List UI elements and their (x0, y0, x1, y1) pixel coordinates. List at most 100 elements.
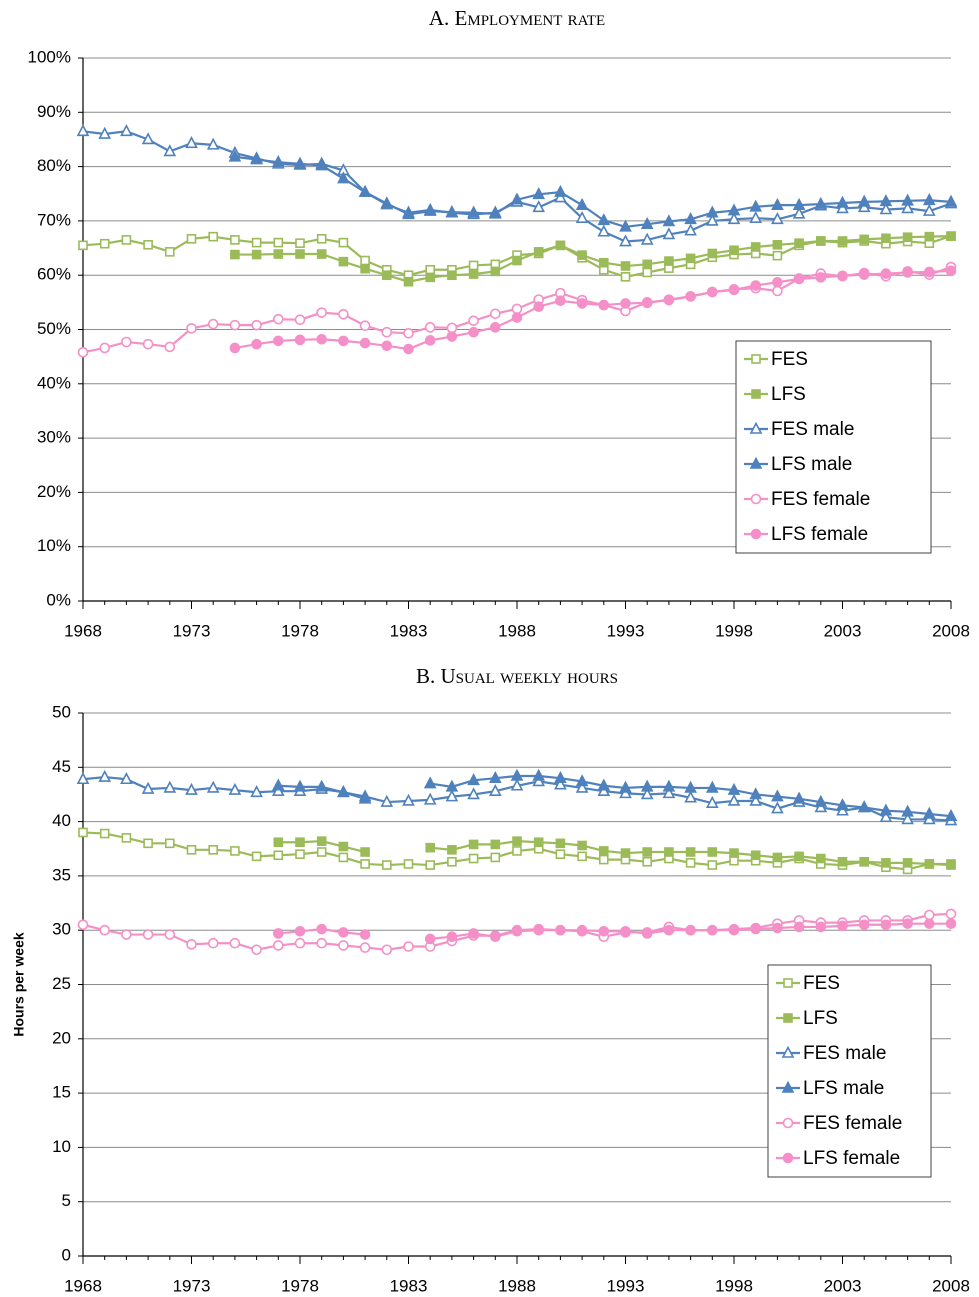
data-point (251, 319, 262, 331)
data-point (772, 276, 783, 288)
data-point (186, 234, 197, 244)
data-point (425, 264, 436, 275)
data-point (576, 298, 588, 309)
data-point (512, 836, 522, 846)
data-point (316, 836, 327, 846)
data-point (902, 858, 913, 868)
legend-label: FES female (771, 489, 870, 510)
data-point (251, 851, 262, 862)
data-point (727, 793, 741, 806)
data-point (99, 342, 110, 354)
data-point (446, 322, 458, 334)
data-point (120, 772, 133, 785)
y-tick-label: 25 (52, 974, 71, 993)
data-point (902, 232, 913, 242)
data-point (338, 256, 349, 267)
data-point (533, 301, 545, 312)
data-point (640, 216, 654, 229)
data-point (338, 237, 349, 248)
data-point (403, 859, 414, 869)
data-point (771, 197, 784, 210)
data-point (749, 787, 763, 800)
data-point (229, 319, 241, 331)
data-point (295, 849, 305, 859)
data-point (727, 782, 741, 795)
data-point (664, 256, 674, 266)
legend-marker (782, 1152, 794, 1164)
data-point (77, 919, 89, 931)
data-point (923, 918, 935, 929)
data-point (98, 769, 112, 782)
data-point (489, 322, 501, 333)
data-point (772, 285, 783, 297)
legend: FES LFS FES male LFS male FES female LFS fema… (767, 964, 932, 1178)
data-point (358, 791, 372, 804)
x-tick-label: 2008 (932, 621, 970, 640)
x-tick-label: 1983 (390, 1276, 428, 1295)
data-point (316, 307, 328, 318)
data-point (468, 839, 479, 850)
data-point (924, 859, 935, 869)
x-tick-label: 1983 (390, 621, 428, 640)
legend-label: FES (803, 973, 840, 994)
data-point (641, 928, 653, 939)
data-point (555, 849, 566, 859)
y-tick-label: 50% (37, 319, 71, 338)
data-point (467, 787, 480, 800)
data-point (707, 248, 718, 259)
data-point (403, 941, 414, 952)
data-point (772, 250, 783, 261)
data-point (511, 303, 523, 315)
data-point (901, 812, 914, 825)
data-point (337, 171, 350, 184)
data-point (272, 335, 284, 347)
data-point (555, 240, 566, 251)
data-point (271, 155, 285, 168)
data-point (576, 924, 588, 936)
data-point (185, 136, 198, 149)
data-point (944, 808, 958, 821)
data-point (945, 918, 957, 929)
data-point (555, 924, 566, 936)
data-point (206, 780, 220, 793)
data-point (424, 335, 436, 346)
legend-box (735, 340, 932, 554)
data-point (381, 944, 393, 956)
data-point (510, 192, 524, 205)
data-point (859, 234, 870, 245)
data-point (165, 247, 175, 257)
data-point (360, 263, 370, 274)
data-point (447, 856, 457, 867)
data-point (642, 259, 653, 270)
data-point (533, 924, 545, 936)
data-point (922, 203, 936, 216)
data-point (815, 236, 826, 246)
data-point (488, 770, 502, 783)
data-point (837, 856, 848, 867)
data-point (706, 286, 718, 298)
data-point (640, 779, 654, 792)
data-point (532, 187, 546, 200)
data-point (662, 786, 676, 799)
data-point (468, 315, 479, 327)
data-point (251, 249, 262, 260)
data-point (273, 249, 284, 259)
data-point (403, 276, 414, 287)
data-point (792, 197, 806, 210)
data-point (705, 213, 719, 226)
data-point (467, 205, 480, 218)
data-point (705, 780, 719, 793)
y-tick-label: 90% (37, 102, 71, 121)
y-tick-label: 70% (37, 210, 71, 229)
data-point (794, 851, 804, 862)
data-point (772, 239, 783, 250)
legend-label: FES female (803, 1113, 902, 1134)
data-point (446, 931, 458, 943)
data-point (794, 238, 804, 248)
data-point (121, 336, 132, 348)
data-point (620, 848, 631, 858)
legend-marker (750, 528, 762, 540)
legend-label: FES (771, 349, 808, 370)
data-point (141, 132, 155, 145)
